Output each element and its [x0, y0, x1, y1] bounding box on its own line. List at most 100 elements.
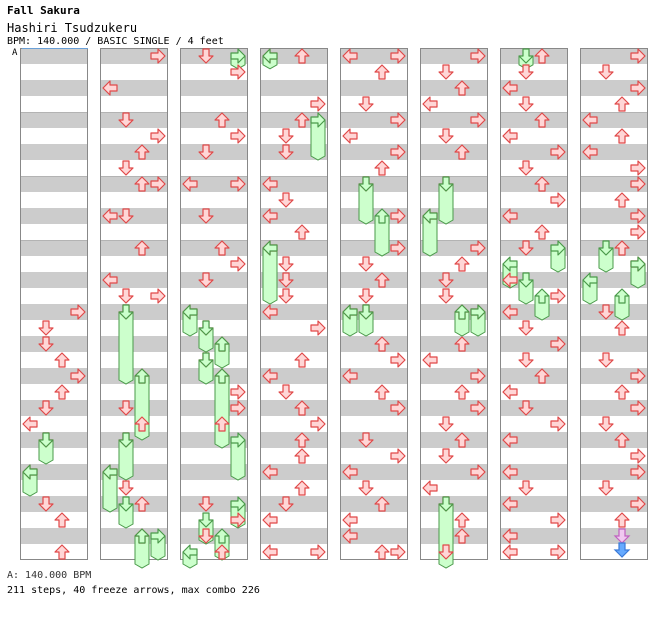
beat-stripe [20, 176, 88, 192]
step-stats: 211 steps, 40 freeze arrows, max combo 2… [7, 585, 260, 596]
beat-stripe [260, 336, 328, 352]
freeze-head-up-arrow-icon [454, 304, 470, 320]
up-arrow-icon [534, 48, 550, 64]
up-arrow-icon [374, 496, 390, 512]
up-arrow-icon [294, 480, 310, 496]
left-arrow-icon [262, 368, 278, 384]
down-arrow-icon [198, 272, 214, 288]
beat-stripe [100, 272, 168, 288]
left-arrow-icon [502, 496, 518, 512]
right-arrow-icon [470, 112, 486, 128]
right-arrow-icon [550, 416, 566, 432]
right-arrow-icon [550, 144, 566, 160]
right-arrow-icon [550, 192, 566, 208]
freeze-head-down-arrow-icon [438, 496, 454, 512]
right-arrow-icon [550, 288, 566, 304]
right-arrow-icon [630, 176, 646, 192]
up-arrow-icon [614, 96, 630, 112]
freeze-head-down-arrow-icon [38, 432, 54, 448]
up-arrow-icon [134, 144, 150, 160]
down-arrow-icon [118, 480, 134, 496]
freeze-head-right-arrow-icon [230, 496, 246, 512]
beat-stripe [580, 144, 648, 160]
freeze-head-down-arrow-icon [198, 512, 214, 528]
down-arrow-icon [198, 528, 214, 544]
column-border [500, 48, 568, 560]
up-arrow-icon [214, 240, 230, 256]
down-arrow-icon [438, 64, 454, 80]
beat-stripe [20, 112, 88, 128]
beat-stripe [500, 48, 568, 64]
up-arrow-icon [54, 544, 70, 560]
beat-stripe [100, 432, 168, 448]
freeze-head-right-arrow-icon [230, 48, 246, 64]
down-arrow-icon [598, 64, 614, 80]
beat-stripe [580, 464, 648, 480]
down-arrow-icon [278, 496, 294, 512]
up-arrow-icon [134, 176, 150, 192]
down-arrow-icon [598, 304, 614, 320]
song-title: Fall Sakura [7, 4, 80, 17]
beat-stripe [180, 144, 248, 160]
left-arrow-icon [262, 512, 278, 528]
beat-stripe [260, 528, 328, 544]
left-arrow-icon [502, 432, 518, 448]
up-arrow-icon [374, 384, 390, 400]
beat-stripe [340, 464, 408, 480]
freeze-head-left-arrow-icon [422, 208, 438, 224]
beat-stripe [20, 496, 88, 512]
beat-stripe [20, 208, 88, 224]
right-arrow-icon [310, 544, 326, 560]
up-arrow-icon [454, 384, 470, 400]
freeze-head-down-arrow-icon [358, 304, 374, 320]
beat-stripe [180, 208, 248, 224]
right-arrow-icon [150, 288, 166, 304]
beat-stripe [100, 368, 168, 384]
right-arrow-icon [550, 336, 566, 352]
down-arrow-icon [518, 320, 534, 336]
beat-stripe [20, 528, 88, 544]
down-arrow-icon [518, 160, 534, 176]
freeze-head-left-arrow-icon [342, 304, 358, 320]
left-arrow-icon [582, 144, 598, 160]
down-arrow-icon [358, 256, 374, 272]
beat-stripe [420, 272, 488, 288]
beat-stripe [180, 240, 248, 256]
right-arrow-icon [630, 224, 646, 240]
right-arrow-icon [230, 400, 246, 416]
beat-stripe [340, 400, 408, 416]
beat-stripe [420, 528, 488, 544]
right-arrow-icon [630, 448, 646, 464]
right-arrow-icon [470, 464, 486, 480]
beat-stripe [100, 304, 168, 320]
chart-column [500, 48, 568, 560]
down-arrow-icon [518, 480, 534, 496]
freeze-head-right-arrow-icon [310, 112, 326, 128]
up-arrow-icon [614, 192, 630, 208]
column-border [340, 48, 408, 560]
beat-stripe [500, 176, 568, 192]
up-arrow-icon [454, 80, 470, 96]
down-arrow-icon [198, 144, 214, 160]
beat-stripe [420, 496, 488, 512]
left-arrow-icon [502, 128, 518, 144]
beat-stripe [180, 176, 248, 192]
right-arrow-icon [630, 208, 646, 224]
down-arrow-icon [118, 400, 134, 416]
left-arrow-icon [502, 304, 518, 320]
beat-stripe [100, 240, 168, 256]
beat-stripe [420, 80, 488, 96]
down-arrow-icon [38, 400, 54, 416]
up-arrow-icon [614, 128, 630, 144]
left-arrow-icon [422, 480, 438, 496]
beat-stripe [340, 112, 408, 128]
freeze-head-up-arrow-icon [614, 288, 630, 304]
beat-stripe [20, 304, 88, 320]
beat-stripe [100, 400, 168, 416]
freeze-head-down-arrow-icon [118, 304, 134, 320]
freeze-head-up-arrow-icon [214, 368, 230, 384]
up-arrow-icon [454, 256, 470, 272]
beat-stripe [580, 48, 648, 64]
beat-stripe [20, 400, 88, 416]
up-arrow-icon [534, 112, 550, 128]
